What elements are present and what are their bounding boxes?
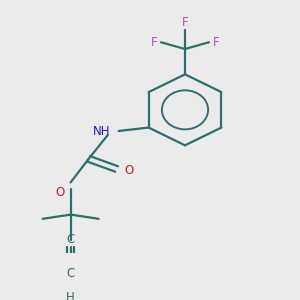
Text: F: F (213, 36, 220, 49)
Text: O: O (56, 186, 64, 199)
Text: O: O (124, 164, 134, 177)
Text: H: H (66, 291, 75, 300)
Text: F: F (182, 16, 188, 29)
Text: C: C (67, 267, 75, 280)
Text: C: C (67, 233, 75, 246)
Text: F: F (150, 36, 157, 49)
Text: NH: NH (93, 125, 111, 138)
